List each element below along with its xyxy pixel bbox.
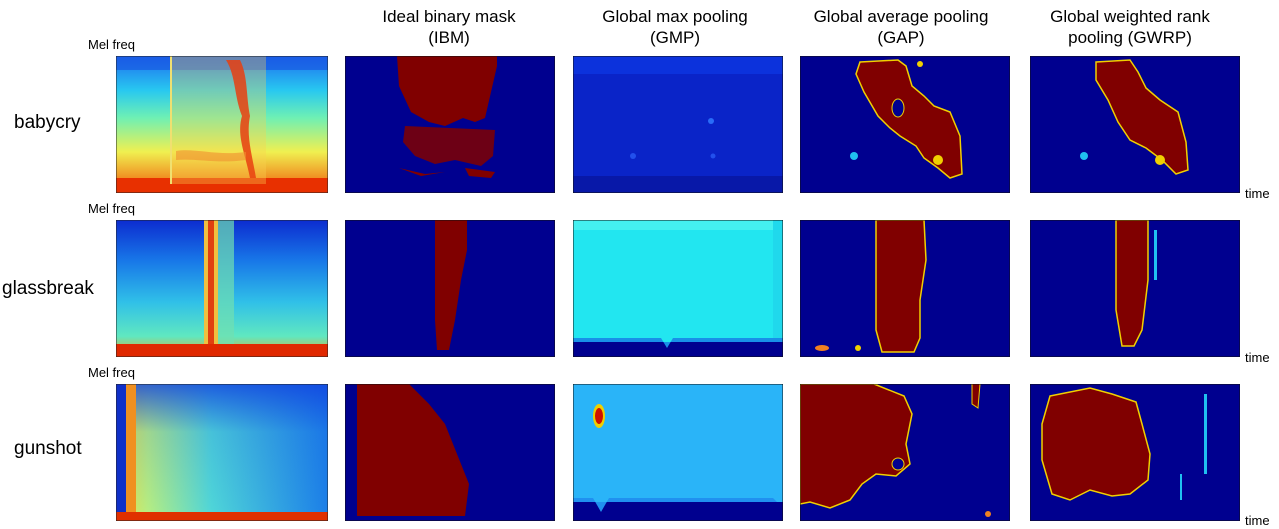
gmp-map-glassbreak bbox=[573, 220, 783, 357]
column-header-line2: (GMP) bbox=[649, 28, 701, 47]
gap-map-glassbreak bbox=[800, 220, 1010, 357]
column-header-gmp: Global max pooling (GMP) bbox=[555, 6, 795, 48]
column-header-gap: Global average pooling (GAP) bbox=[781, 6, 1021, 48]
column-header-line1: Global average pooling bbox=[813, 7, 989, 26]
gap-map-gunshot bbox=[800, 384, 1010, 521]
spectrogram-babycry bbox=[116, 56, 328, 193]
ibm-mask-gunshot bbox=[345, 384, 555, 521]
spectrogram-gunshot bbox=[116, 384, 328, 521]
gap-map-babycry bbox=[800, 56, 1010, 193]
column-header-line1: Ideal binary mask bbox=[382, 7, 516, 26]
x-axis-label: time bbox=[1245, 350, 1270, 365]
column-header-line2: (IBM) bbox=[428, 28, 470, 47]
row-label-glassbreak: glassbreak bbox=[2, 278, 94, 299]
y-axis-label: Mel freq bbox=[88, 365, 135, 380]
column-header-line2: pooling (GWRP) bbox=[1068, 28, 1192, 47]
y-axis-label: Mel freq bbox=[88, 201, 135, 216]
row-label-gunshot: gunshot bbox=[14, 438, 82, 459]
gwrp-map-glassbreak bbox=[1030, 220, 1240, 357]
x-axis-label: time bbox=[1245, 513, 1270, 528]
y-axis-label: Mel freq bbox=[88, 37, 135, 52]
gwrp-map-babycry bbox=[1030, 56, 1240, 193]
gmp-map-gunshot bbox=[573, 384, 783, 521]
column-header-ibm: Ideal binary mask (IBM) bbox=[329, 6, 569, 48]
gmp-map-babycry bbox=[573, 56, 783, 193]
column-header-line2: (GAP) bbox=[877, 28, 925, 47]
ibm-mask-glassbreak bbox=[345, 220, 555, 357]
x-axis-label: time bbox=[1245, 186, 1270, 201]
column-header-line1: Global max pooling bbox=[602, 7, 748, 26]
column-header-line1: Global weighted rank bbox=[1050, 7, 1210, 26]
column-header-gwrp: Global weighted rank pooling (GWRP) bbox=[1010, 6, 1250, 48]
ibm-mask-babycry bbox=[345, 56, 555, 193]
spectrogram-glassbreak bbox=[116, 220, 328, 357]
row-label-babycry: babycry bbox=[14, 112, 81, 133]
gwrp-map-gunshot bbox=[1030, 384, 1240, 521]
